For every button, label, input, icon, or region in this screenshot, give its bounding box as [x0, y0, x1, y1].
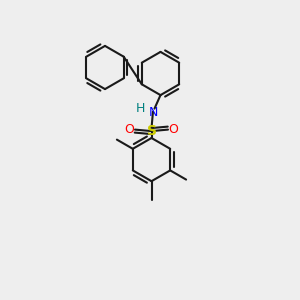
- Text: S: S: [146, 124, 157, 138]
- Text: N: N: [149, 106, 159, 119]
- Text: H: H: [136, 101, 145, 115]
- Text: O: O: [125, 123, 134, 136]
- Text: O: O: [169, 123, 178, 136]
